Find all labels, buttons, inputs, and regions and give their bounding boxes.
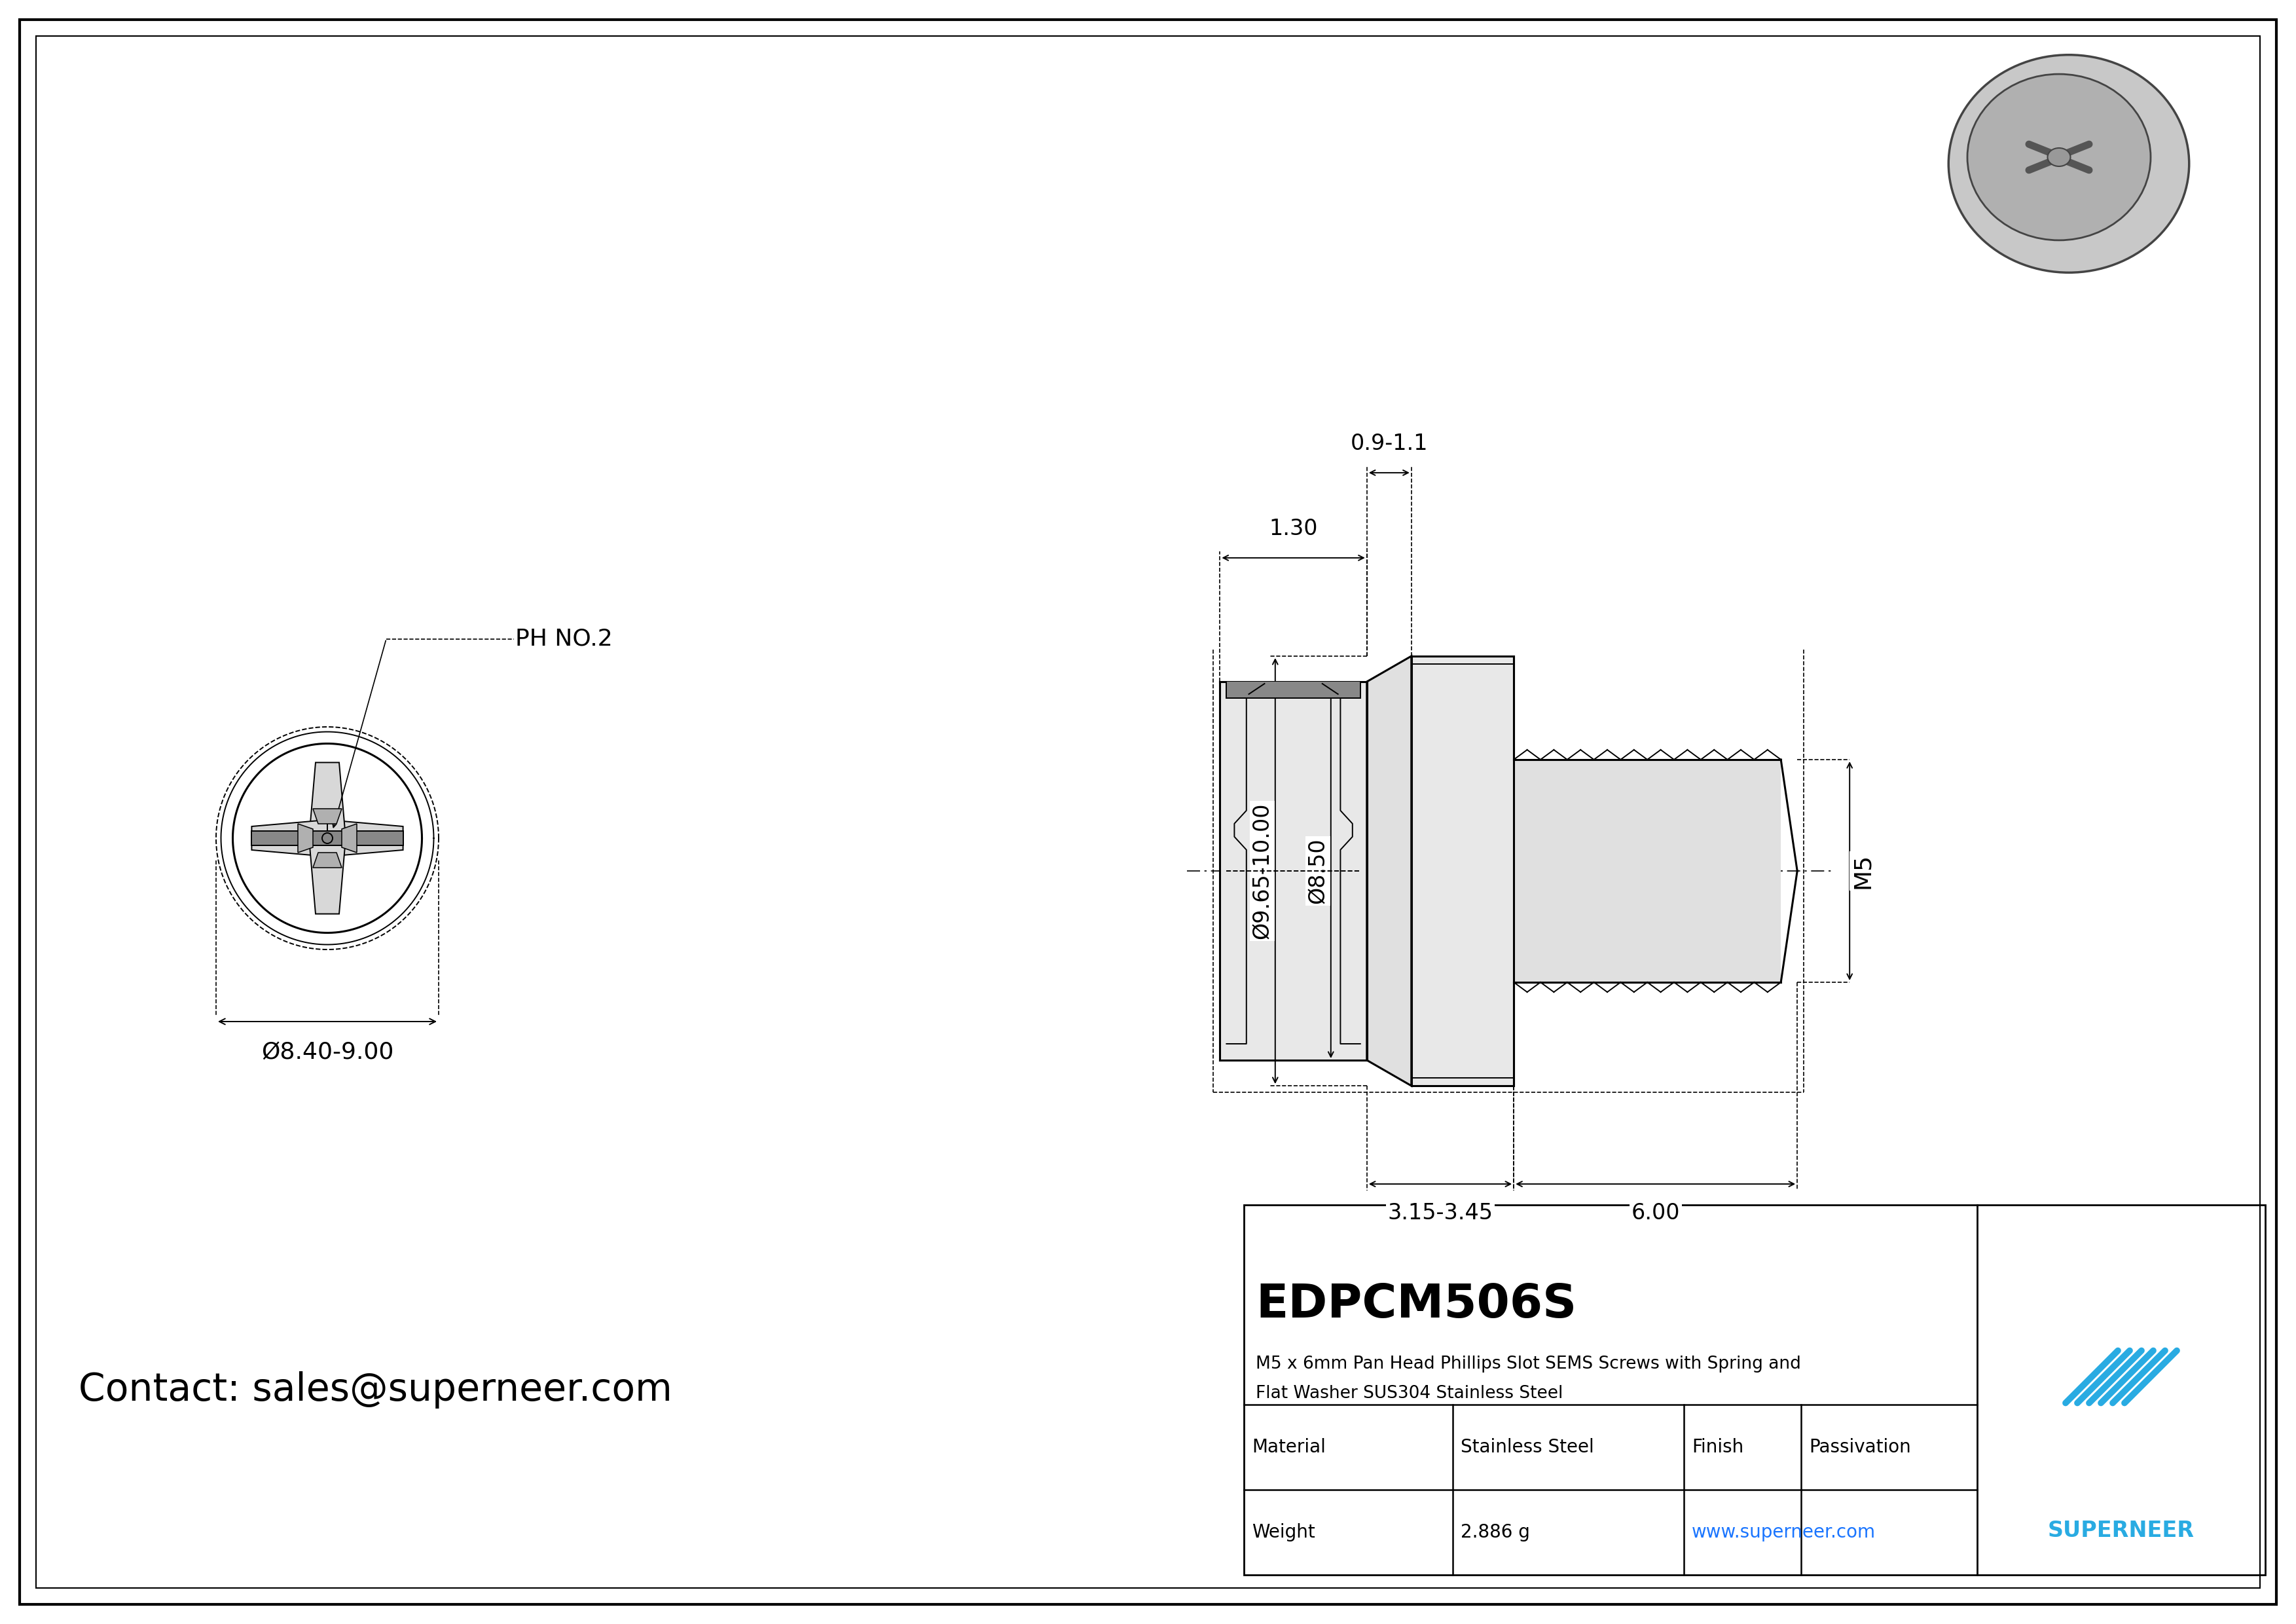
- Text: M5: M5: [1851, 853, 1874, 888]
- Ellipse shape: [1968, 75, 2151, 240]
- Text: Ø8.50: Ø8.50: [1306, 838, 1329, 905]
- Text: 1.30: 1.30: [1270, 518, 1318, 539]
- Bar: [253, 831, 404, 846]
- Text: Finish: Finish: [1692, 1439, 1743, 1457]
- Polygon shape: [342, 823, 356, 853]
- Text: Ø9.65-10.00: Ø9.65-10.00: [1251, 802, 1272, 939]
- Polygon shape: [1366, 656, 1412, 1086]
- Bar: [1513, 760, 1782, 983]
- Polygon shape: [312, 809, 342, 823]
- Polygon shape: [310, 763, 347, 838]
- Bar: [1244, 1205, 2266, 1575]
- Text: EDPCM506S: EDPCM506S: [1256, 1283, 1577, 1327]
- Bar: [1226, 682, 1359, 698]
- Text: PH NO.2: PH NO.2: [514, 627, 613, 650]
- Text: Flat Washer SUS304 Stainless Steel: Flat Washer SUS304 Stainless Steel: [1256, 1385, 1564, 1402]
- Polygon shape: [253, 820, 328, 856]
- Text: Passivation: Passivation: [1809, 1439, 1910, 1457]
- Text: 0.9-1.1: 0.9-1.1: [1350, 432, 1428, 455]
- Circle shape: [321, 833, 333, 843]
- Text: www.superneer.com: www.superneer.com: [1692, 1523, 1876, 1541]
- Text: Weight: Weight: [1251, 1523, 1316, 1541]
- Ellipse shape: [1949, 55, 2188, 273]
- Text: Material: Material: [1251, 1439, 1325, 1457]
- Text: Stainless Steel: Stainless Steel: [1460, 1439, 1593, 1457]
- Text: 6.00: 6.00: [1630, 1202, 1681, 1224]
- Bar: [1219, 682, 1366, 1060]
- Polygon shape: [310, 838, 347, 914]
- Polygon shape: [312, 853, 342, 867]
- Ellipse shape: [2048, 148, 2071, 166]
- Bar: [1412, 656, 1513, 1086]
- Polygon shape: [328, 820, 404, 856]
- Polygon shape: [298, 823, 312, 853]
- Text: 2.886 g: 2.886 g: [1460, 1523, 1529, 1541]
- Text: Ø8.40-9.00: Ø8.40-9.00: [262, 1041, 393, 1064]
- Text: SUPERNEER: SUPERNEER: [2048, 1520, 2195, 1541]
- Text: Contact: sales@superneer.com: Contact: sales@superneer.com: [78, 1371, 673, 1408]
- Text: 3.15-3.45: 3.15-3.45: [1387, 1202, 1492, 1224]
- Text: M5 x 6mm Pan Head Phillips Slot SEMS Screws with Spring and: M5 x 6mm Pan Head Phillips Slot SEMS Scr…: [1256, 1356, 1800, 1372]
